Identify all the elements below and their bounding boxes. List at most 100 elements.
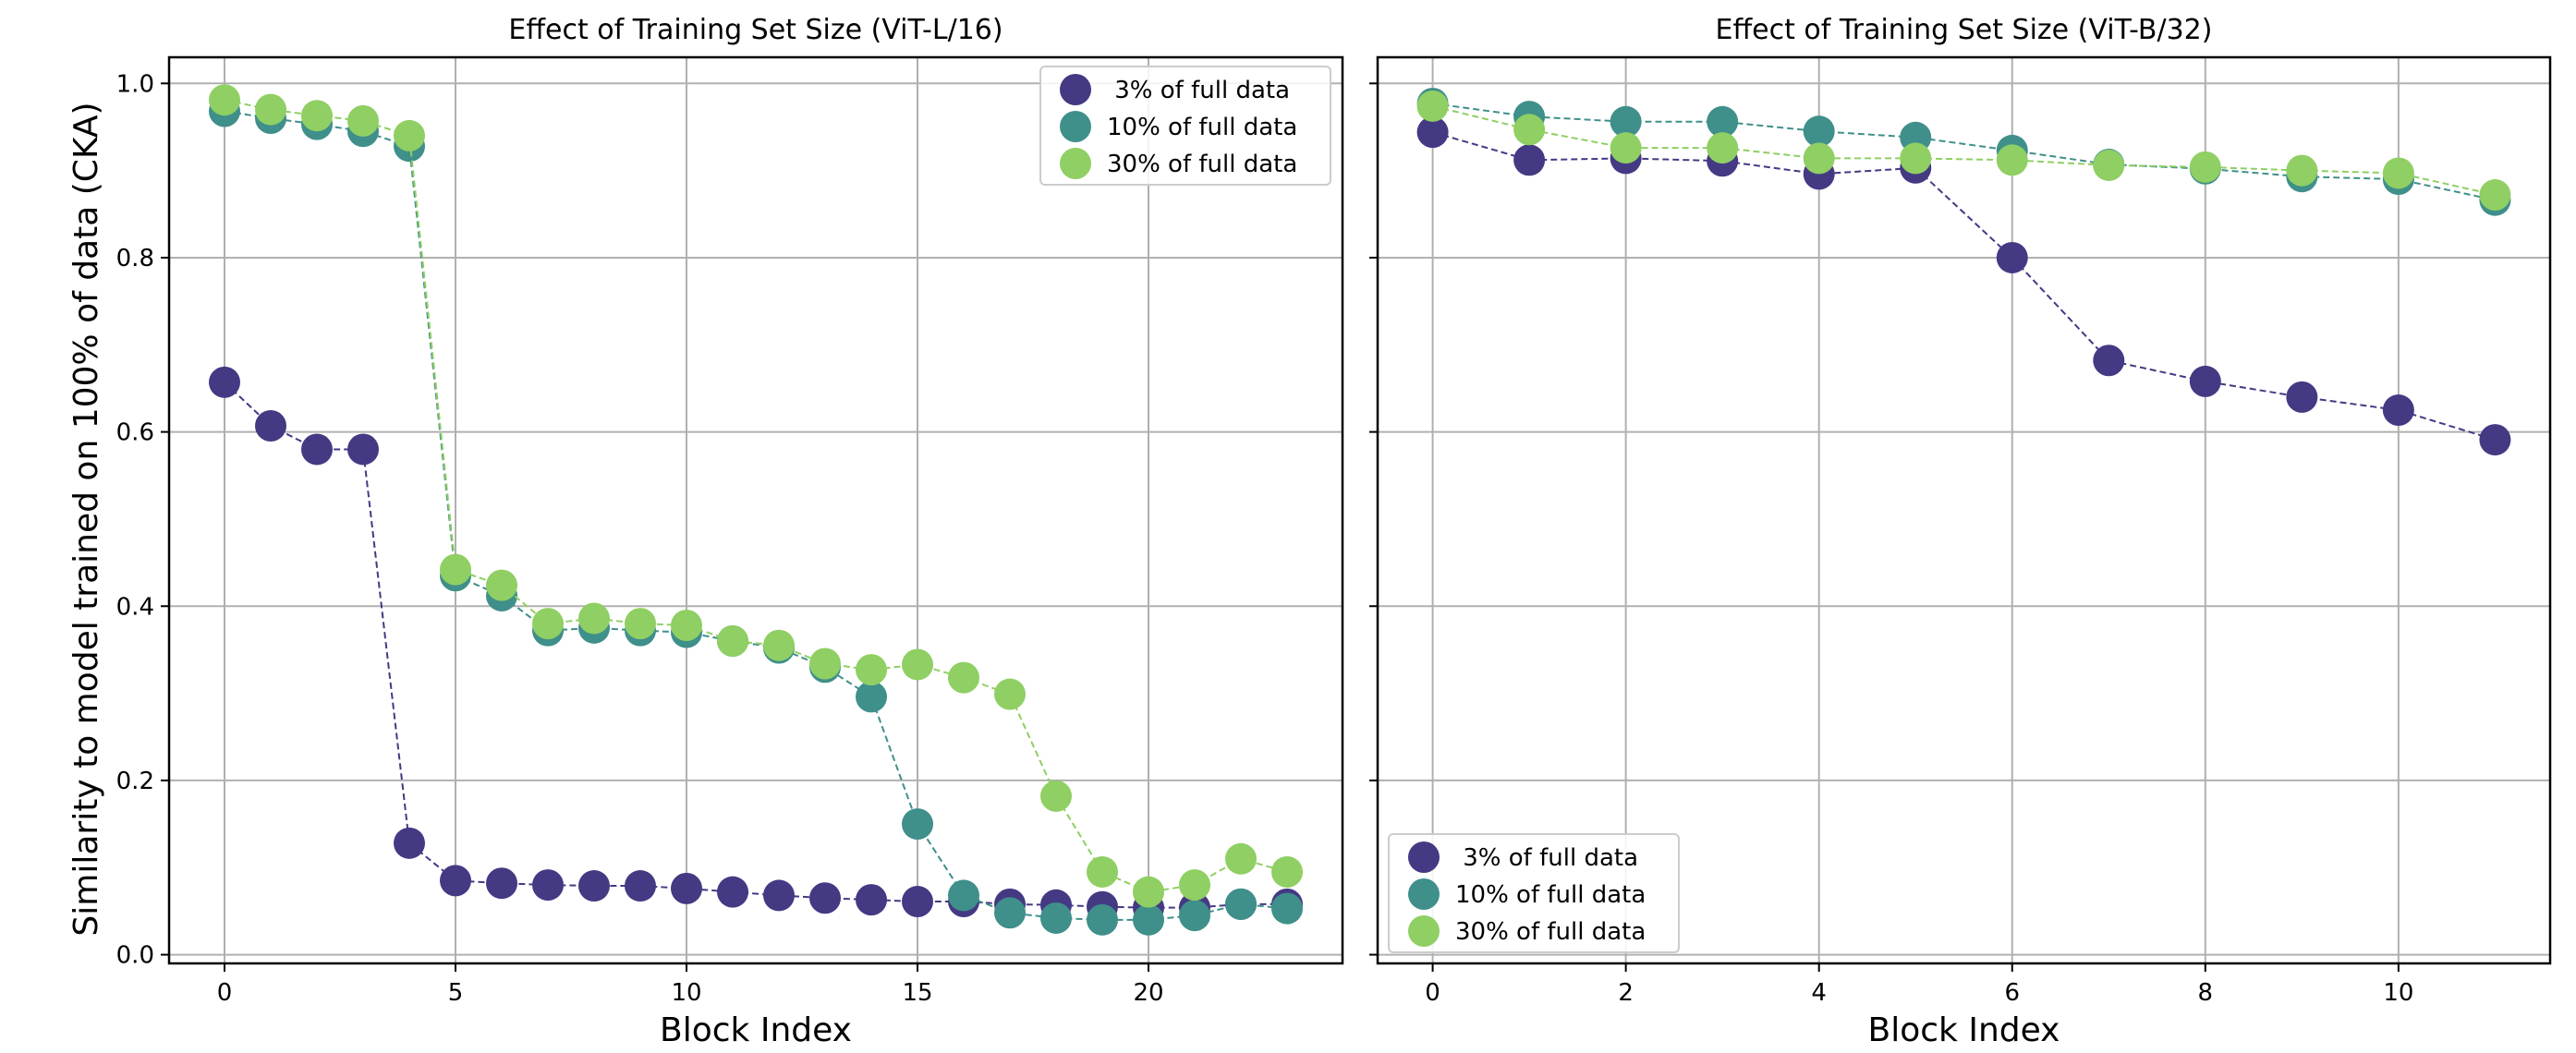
x-tick-label: 10 bbox=[2383, 979, 2413, 1007]
x-tick-label: 20 bbox=[1133, 979, 1163, 1007]
legend-box bbox=[1039, 66, 1331, 186]
data-point bbox=[1513, 114, 1546, 146]
x-tick-label: 10 bbox=[671, 979, 701, 1007]
data-point bbox=[209, 366, 240, 398]
data-point bbox=[486, 569, 517, 601]
data-point bbox=[1610, 132, 1642, 164]
x-tick-label: 4 bbox=[1811, 979, 1827, 1007]
data-point bbox=[1900, 142, 1932, 175]
y-axis-label: Similarity to model trained on 100% of d… bbox=[67, 102, 105, 936]
data-point bbox=[1271, 892, 1303, 925]
series-1 bbox=[1416, 116, 2511, 456]
data-point bbox=[209, 84, 240, 116]
data-point bbox=[301, 433, 333, 466]
data-point bbox=[2286, 154, 2318, 187]
y-tick-label: 1.0 bbox=[116, 70, 154, 98]
data-point bbox=[1271, 855, 1303, 888]
data-point bbox=[394, 119, 425, 151]
legend-label: 10% of full data bbox=[1455, 881, 1646, 909]
x-tick-label: 2 bbox=[1618, 979, 1634, 1007]
data-point bbox=[2479, 179, 2511, 212]
x-tick-label: 8 bbox=[2198, 979, 2214, 1007]
y-tick-label: 0.2 bbox=[116, 768, 154, 795]
y-tick-label: 0.8 bbox=[116, 245, 154, 272]
chart-title: Effect of Training Set Size (ViT-B/32) bbox=[1716, 14, 2213, 46]
x-axis-label: Block Index bbox=[660, 1011, 852, 1049]
series-2 bbox=[209, 95, 1303, 936]
series-line bbox=[1432, 104, 2496, 197]
x-axis-label: Block Index bbox=[1868, 1011, 2060, 1049]
data-point bbox=[763, 629, 795, 661]
data-point bbox=[255, 410, 286, 442]
data-point bbox=[671, 872, 702, 904]
data-point bbox=[809, 882, 841, 914]
data-point bbox=[902, 648, 933, 681]
x-tick-label: 6 bbox=[2004, 979, 2020, 1007]
grid bbox=[1378, 57, 2550, 963]
data-point bbox=[255, 93, 286, 126]
x-tick-label: 5 bbox=[448, 979, 464, 1007]
y-tick-label: 0.0 bbox=[116, 942, 154, 970]
chart-title: Effect of Training Set Size (ViT-L/16) bbox=[508, 14, 1002, 46]
data-point bbox=[625, 608, 656, 640]
data-point bbox=[532, 608, 564, 640]
legend-marker bbox=[1060, 74, 1091, 105]
legend-label: 30% of full data bbox=[1107, 151, 1297, 178]
series-3 bbox=[209, 84, 1303, 908]
data-point bbox=[902, 808, 933, 841]
data-point bbox=[1133, 903, 1164, 936]
data-point bbox=[902, 886, 933, 918]
data-point bbox=[1416, 90, 1449, 122]
series-line bbox=[224, 99, 1288, 893]
data-point bbox=[1610, 105, 1642, 138]
data-point bbox=[1803, 115, 1835, 148]
legend-label: 10% of full data bbox=[1107, 114, 1297, 141]
legend-box bbox=[1388, 833, 1680, 953]
data-point bbox=[717, 624, 748, 657]
data-point bbox=[2189, 151, 2221, 183]
y-tick-label: 0.4 bbox=[116, 593, 154, 621]
data-point bbox=[1225, 888, 1257, 920]
data-point bbox=[1707, 105, 1739, 138]
data-point bbox=[856, 884, 887, 916]
data-point bbox=[347, 433, 379, 466]
data-point bbox=[301, 100, 333, 132]
data-point bbox=[394, 827, 425, 859]
data-point bbox=[2382, 394, 2414, 427]
legend-marker bbox=[1408, 878, 1440, 910]
chart-panel-vit-l16: 0 5 10 15 20 0.0 0.2 0.4 0.6 0.8 1.0 Effect of Trai… bbox=[116, 14, 1344, 1049]
axes-frame bbox=[167, 55, 1344, 965]
y-tick-label: 0.6 bbox=[116, 419, 154, 447]
data-point bbox=[486, 867, 517, 900]
data-point bbox=[2189, 365, 2221, 397]
data-point bbox=[809, 648, 841, 680]
data-point bbox=[671, 610, 702, 642]
data-point bbox=[1087, 855, 1118, 888]
legend: 3% of full data 10% of full data 30% of fu… bbox=[1388, 833, 1680, 953]
x-tick-label: 0 bbox=[217, 979, 233, 1007]
x-tick-label: 15 bbox=[902, 979, 932, 1007]
legend: 3% of full data 10% of full data 30% of fu… bbox=[1039, 66, 1331, 186]
data-point bbox=[625, 870, 656, 902]
data-point bbox=[948, 661, 979, 694]
data-point bbox=[994, 678, 1026, 710]
series-3 bbox=[1416, 90, 2511, 212]
data-point bbox=[1996, 144, 2028, 176]
data-point bbox=[948, 879, 979, 912]
data-point bbox=[856, 654, 887, 686]
legend-marker bbox=[1408, 915, 1440, 947]
data-point bbox=[532, 869, 564, 902]
grid bbox=[169, 57, 1343, 963]
legend-marker bbox=[1060, 148, 1091, 179]
data-point bbox=[1133, 876, 1164, 908]
data-point bbox=[578, 602, 610, 635]
chart-panel-vit-b32: 0 2 4 6 8 10 Effect of Training Set Size (ViT-… bbox=[1369, 14, 2552, 1049]
data-point bbox=[1803, 142, 1835, 175]
series-line bbox=[1432, 103, 2496, 201]
data-point bbox=[2093, 149, 2125, 181]
data-point bbox=[2093, 345, 2125, 377]
data-point bbox=[856, 681, 887, 713]
series-line bbox=[224, 110, 1288, 921]
series-line bbox=[1432, 131, 2496, 442]
legend-label: 30% of full data bbox=[1455, 918, 1646, 946]
